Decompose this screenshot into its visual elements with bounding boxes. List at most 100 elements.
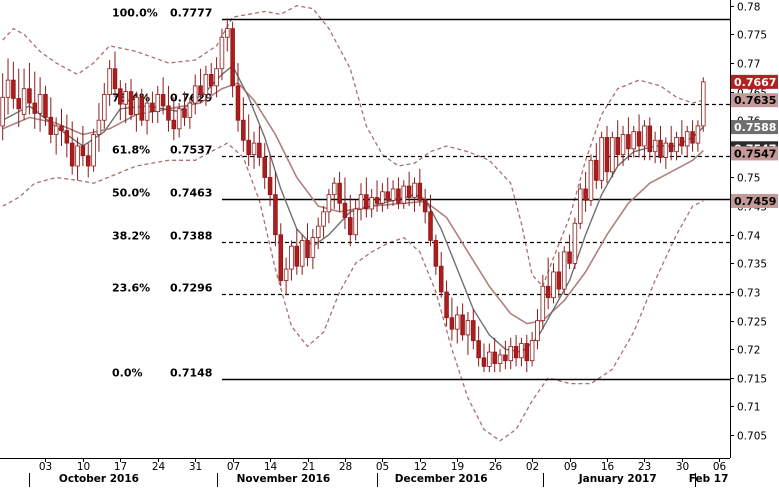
x-tick-label: 17 bbox=[114, 461, 127, 473]
fib-value-label: 0.7463 bbox=[170, 187, 212, 200]
candle-down bbox=[658, 139, 663, 158]
x-tick-label: 12 bbox=[414, 461, 427, 473]
fib-value-label: 0.7148 bbox=[170, 367, 212, 380]
y-tick-label: 0.725 bbox=[737, 317, 767, 329]
fib-value-label: 0.7777 bbox=[170, 7, 212, 20]
candle-down bbox=[503, 354, 508, 362]
bollinger-bands bbox=[2, 5, 704, 442]
month-label: October 2016 bbox=[59, 473, 139, 485]
candle-up bbox=[497, 354, 503, 364]
candle-up bbox=[75, 145, 80, 167]
candle-up bbox=[588, 159, 594, 201]
candle-up bbox=[599, 136, 604, 181]
candle-down bbox=[262, 157, 267, 178]
month-labels: October 2016 November 2016 December 2016 Ja… bbox=[29, 473, 728, 487]
candle-up bbox=[144, 102, 150, 121]
candle-up bbox=[390, 188, 396, 201]
candle-down bbox=[246, 139, 251, 155]
x-tick-label: 06 bbox=[713, 461, 727, 473]
month-label: November 2016 bbox=[237, 473, 331, 485]
candle-up bbox=[310, 237, 316, 259]
candle-down bbox=[11, 79, 16, 99]
price-tag bbox=[731, 120, 778, 135]
candle-up bbox=[96, 119, 102, 135]
candle-up bbox=[577, 188, 583, 224]
candle-down bbox=[594, 159, 599, 181]
candle-down bbox=[166, 105, 171, 121]
candle-down bbox=[433, 240, 439, 267]
x-tick-label: 30 bbox=[676, 461, 689, 473]
candle-down bbox=[545, 285, 551, 299]
y-tick-label: 0.72 bbox=[737, 345, 760, 357]
candle-up bbox=[454, 314, 460, 330]
candle-up bbox=[283, 268, 289, 281]
candle-up bbox=[299, 240, 305, 267]
candle-up bbox=[214, 68, 219, 87]
candle-down bbox=[428, 211, 433, 241]
candle-up bbox=[695, 125, 701, 144]
candle-up bbox=[540, 285, 546, 321]
y-tick-label: 0.71 bbox=[737, 402, 760, 414]
candle-up bbox=[21, 88, 27, 115]
y-tick-label: 0.74 bbox=[737, 231, 761, 243]
price-tag-label: 0.7547 bbox=[734, 147, 776, 160]
candle-down bbox=[182, 108, 187, 118]
candle-up bbox=[91, 134, 96, 167]
candle-down bbox=[32, 102, 38, 114]
band-upper-line bbox=[2, 5, 704, 288]
price-tag bbox=[731, 74, 778, 89]
candle-down bbox=[679, 136, 685, 147]
candle-up bbox=[123, 91, 128, 105]
x-tick-label: 28 bbox=[339, 461, 352, 473]
candle-down bbox=[43, 94, 48, 118]
fib-percent-label: 38.2% bbox=[112, 230, 150, 243]
candle-down bbox=[267, 177, 273, 196]
candle-down bbox=[230, 28, 235, 87]
x-tick-label: 23 bbox=[638, 461, 651, 473]
y-tick-label: 0.78 bbox=[737, 2, 760, 14]
candle-up bbox=[652, 139, 658, 153]
band-lower-line bbox=[2, 142, 704, 442]
price-tag bbox=[731, 146, 778, 161]
candle-down bbox=[160, 94, 166, 107]
candle-down bbox=[27, 88, 32, 104]
candle-down bbox=[524, 343, 530, 362]
candle-down bbox=[273, 194, 278, 236]
y-tick-label: 0.75 bbox=[737, 173, 760, 185]
candle-up bbox=[37, 94, 43, 114]
candle-down bbox=[69, 142, 75, 167]
candle-up bbox=[219, 36, 225, 70]
candle-down bbox=[241, 119, 246, 141]
x-tick-label: 31 bbox=[189, 461, 202, 473]
candle-up bbox=[5, 79, 11, 98]
price-tag-label: 0.7459 bbox=[734, 195, 776, 208]
candle-up bbox=[187, 102, 193, 118]
x-tick-label: 19 bbox=[451, 461, 464, 473]
candle-down bbox=[449, 317, 455, 330]
candle-up bbox=[551, 271, 556, 299]
candle-up bbox=[358, 194, 364, 210]
candle-down bbox=[348, 217, 353, 236]
x-tick-label: 24 bbox=[152, 461, 166, 473]
candle-down bbox=[615, 136, 620, 155]
y-tick-label: 0.775 bbox=[737, 30, 767, 42]
candle-up bbox=[620, 134, 626, 155]
candle-down bbox=[342, 202, 348, 218]
fib-percent-label: 50.0% bbox=[112, 187, 150, 200]
candle-up bbox=[663, 142, 669, 158]
candle-down bbox=[690, 131, 695, 144]
candle-down bbox=[128, 91, 134, 115]
candle-up bbox=[401, 185, 407, 204]
candle-down bbox=[417, 182, 423, 201]
fib-percent-label: 61.8% bbox=[112, 144, 150, 157]
candle-down bbox=[80, 145, 86, 157]
x-tick-label: 10 bbox=[77, 461, 90, 473]
candle-up bbox=[700, 81, 706, 127]
y-tick-label: 0.735 bbox=[737, 259, 767, 271]
candle-down bbox=[406, 185, 412, 198]
x-tick-label: 21 bbox=[302, 461, 315, 473]
candle-down bbox=[85, 155, 91, 167]
candle-down bbox=[198, 85, 203, 95]
